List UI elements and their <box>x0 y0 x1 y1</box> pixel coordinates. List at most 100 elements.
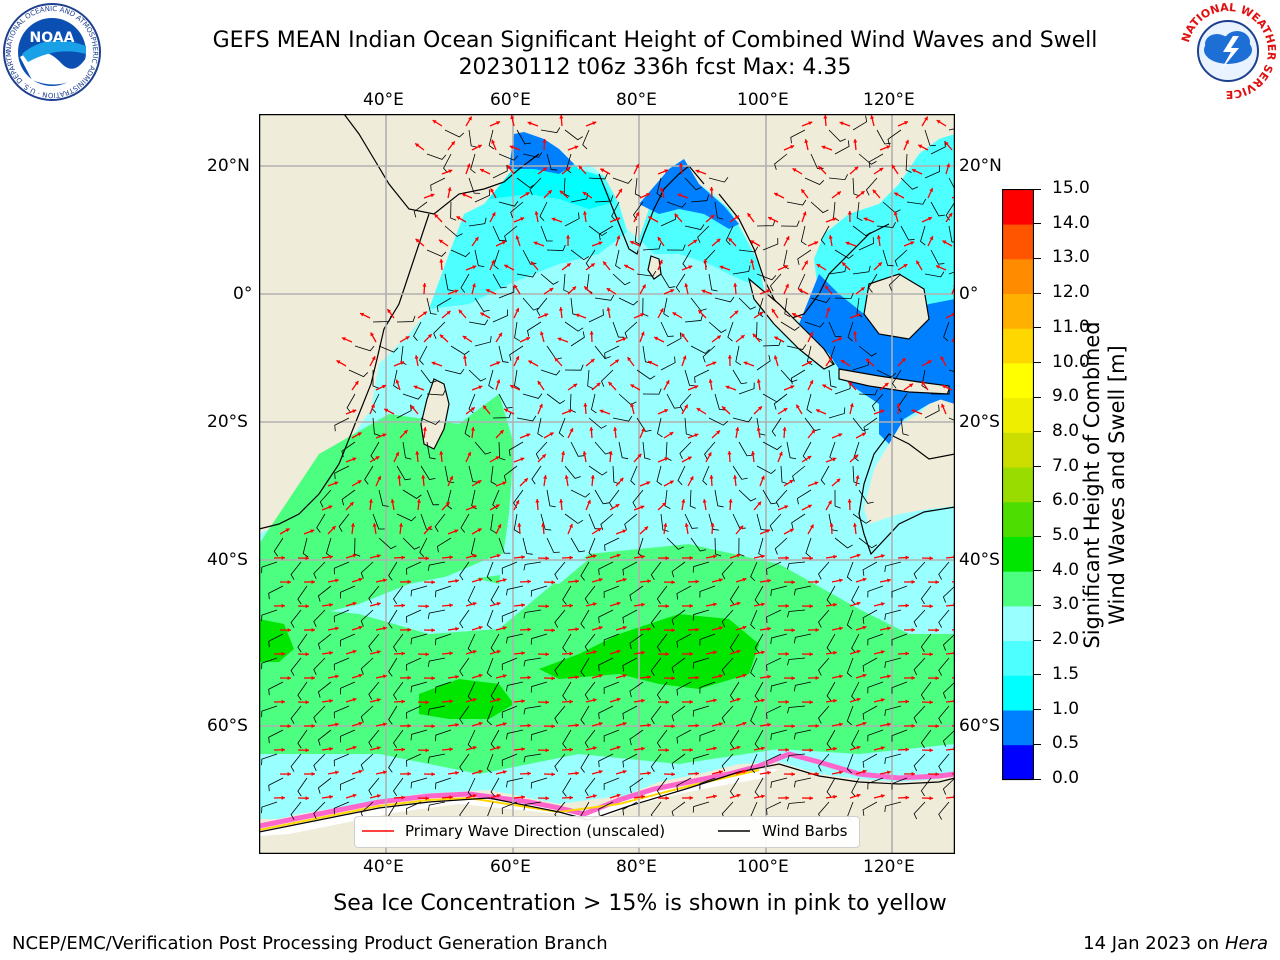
wave-arrow-head <box>352 697 357 702</box>
wave-arrow-head <box>549 288 554 292</box>
wind-barb <box>754 729 764 749</box>
wave-arrow-head <box>750 240 755 245</box>
wind-barb <box>603 633 620 646</box>
wind-barb <box>598 657 614 672</box>
wave-arrow-head <box>856 745 861 750</box>
wave-arrow-head <box>665 604 669 609</box>
wind-barb <box>603 681 620 694</box>
wind-barb <box>490 729 500 749</box>
colorbar-tick-mark <box>1034 639 1041 641</box>
wind-barb <box>834 537 853 549</box>
wave-arrow-head <box>689 795 693 800</box>
wind-barb <box>913 753 926 772</box>
wave-arrow-head <box>448 169 453 174</box>
wave-arrow-head <box>689 699 693 704</box>
wind-barb <box>554 657 566 676</box>
wave-arrow-head <box>431 628 435 633</box>
wind-barb <box>664 489 671 510</box>
lat-label-right-20n: 20°N <box>959 156 1002 176</box>
wind-barb <box>732 265 751 275</box>
wave-arrow-head <box>590 358 595 363</box>
wave-zone-0-5m-bengal <box>639 159 739 229</box>
colorbar-tick-mark <box>1034 396 1041 398</box>
wind-barb <box>770 681 788 692</box>
wave-arrow-head <box>622 721 627 726</box>
wind-barb <box>354 537 361 557</box>
wind-barb <box>615 249 621 270</box>
lon-label-top-60e: 60°E <box>490 90 531 110</box>
wind-barb <box>762 237 779 251</box>
wind-barb <box>506 777 524 788</box>
wave-arrow-head <box>716 335 721 340</box>
wind-barb <box>642 388 662 395</box>
wave-arrow-head <box>405 336 410 340</box>
wind-barb <box>444 465 455 484</box>
wave-direction-arrow <box>945 748 955 751</box>
wave-arrow-head <box>657 236 662 241</box>
lat-label-right-40s: 40°S <box>959 550 1000 570</box>
wave-arrow-head <box>742 577 747 582</box>
wave-arrow-head <box>767 674 771 679</box>
wind-barb <box>666 537 684 550</box>
wave-arrow-head <box>674 213 679 218</box>
wind-barb <box>930 388 950 395</box>
wave-arrow-head <box>449 747 453 752</box>
wind-barb <box>588 417 607 429</box>
wave-arrow-head <box>802 211 807 216</box>
wave-arrow-head <box>335 722 339 727</box>
wave-arrow-head <box>360 312 365 317</box>
wave-arrow-head <box>665 652 669 657</box>
wind-barb <box>333 561 350 575</box>
wind-barb <box>492 225 506 241</box>
wind-barb <box>676 777 692 792</box>
wave-arrow-head <box>838 674 843 679</box>
wind-barb <box>754 633 764 653</box>
wind-barb <box>554 705 566 724</box>
wind-barb <box>892 369 902 389</box>
wind-barb <box>622 801 638 816</box>
wave-arrow-head <box>311 579 315 585</box>
wind-barb <box>501 753 518 767</box>
wind-barb <box>372 513 385 530</box>
wave-arrow-head <box>689 555 693 560</box>
wave-arrow-head <box>809 652 813 657</box>
wind-barb <box>708 417 729 426</box>
wind-barb <box>580 561 590 581</box>
wind-barb <box>622 561 638 576</box>
wind-barb <box>780 465 788 485</box>
wind-barb <box>273 537 284 557</box>
wind-barb <box>677 465 686 486</box>
wind-barb <box>594 195 614 203</box>
wave-arrow-head <box>496 697 501 702</box>
wind-barb <box>558 417 566 438</box>
wave-arrow-head <box>861 432 866 437</box>
wind-barb <box>372 315 392 323</box>
wind-barb <box>546 244 566 251</box>
wave-arrow-head <box>695 627 699 632</box>
wind-barb <box>828 369 837 388</box>
wave-arrow-head <box>387 309 392 314</box>
wind-barb <box>810 201 829 214</box>
wave-arrow-head <box>401 699 405 704</box>
wave-arrow-head <box>838 626 843 631</box>
wind-barb <box>852 265 871 275</box>
wave-arrow-head <box>545 796 549 801</box>
wind-barb <box>290 609 302 628</box>
wave-arrow-head <box>792 168 797 172</box>
wave-arrow-head <box>684 283 689 288</box>
wave-arrow-head <box>527 675 531 680</box>
wind-barb <box>887 129 902 146</box>
wave-arrow-head <box>742 625 747 630</box>
wave-arrow-head <box>431 361 436 366</box>
wave-arrow-head <box>583 403 588 407</box>
wave-arrow-head <box>670 289 675 293</box>
wave-arrow-head <box>439 451 444 455</box>
wind-barb <box>702 345 716 363</box>
colorbar-tick-mark <box>1034 188 1041 190</box>
wind-barb <box>770 633 788 644</box>
wind-barb <box>313 657 326 676</box>
wind-barb <box>348 369 369 378</box>
wave-arrow-head <box>403 430 408 434</box>
wind-barb <box>806 345 813 366</box>
wind-barb <box>636 417 652 432</box>
